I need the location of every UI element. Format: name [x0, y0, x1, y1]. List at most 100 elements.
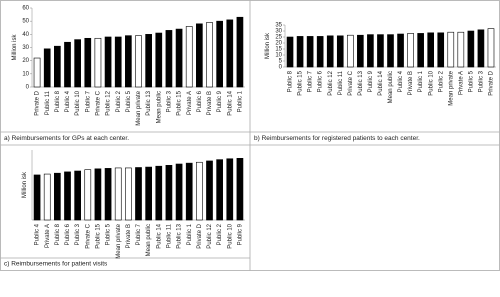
- bar: [104, 36, 112, 88]
- bar: [346, 34, 354, 68]
- x-tick-label: Public 7: [308, 70, 314, 92]
- y-axis-label: Million isk: [22, 171, 28, 198]
- bar: [487, 28, 495, 68]
- bar: [145, 34, 152, 88]
- x-tick-label: Mean private: [136, 90, 142, 125]
- x-tick-label: Private B: [408, 71, 414, 95]
- bar: [377, 34, 384, 68]
- bar: [54, 172, 61, 221]
- x-tick-label: Public 2: [116, 90, 122, 112]
- x-tick-label: Public 1: [187, 223, 193, 245]
- y-tick-label: 60: [22, 6, 29, 12]
- bar: [397, 33, 404, 68]
- bar: [367, 34, 374, 68]
- bar: [387, 34, 394, 68]
- bar: [185, 26, 193, 88]
- bar: [226, 19, 234, 88]
- x-tick-label: Private C: [85, 223, 91, 248]
- y-tick-label: 0: [26, 85, 30, 91]
- x-tick-label: Public 12: [106, 90, 112, 115]
- x-tick-label: Public 13: [358, 70, 364, 95]
- x-tick-label: Public 12: [207, 223, 213, 248]
- y-axis-label: Million isk: [12, 34, 18, 61]
- bar: [407, 33, 414, 68]
- y-tick-label: 30: [22, 45, 29, 51]
- bar: [145, 166, 152, 221]
- x-tick-label: Private A: [45, 224, 51, 248]
- x-tick-label: Public 1: [418, 70, 424, 92]
- x-tick-label: Mean public: [388, 71, 394, 103]
- bar: [447, 31, 455, 68]
- x-tick-label: Private A: [187, 91, 193, 115]
- x-tick-label: Public 9: [238, 223, 244, 245]
- bar: [236, 16, 244, 88]
- bar: [64, 41, 71, 88]
- y-tick-label: 5: [279, 59, 283, 65]
- x-tick-label: Private B: [207, 91, 213, 115]
- x-tick-label: Mean private: [448, 70, 454, 105]
- bar: [437, 32, 445, 68]
- bar: [175, 28, 183, 88]
- bar: [84, 169, 92, 221]
- y-tick-label: 15: [275, 47, 282, 53]
- y-tick-label: 10: [22, 71, 29, 77]
- x-tick-label: Public 15: [298, 70, 304, 95]
- bar: [74, 170, 81, 221]
- x-tick-label: Public 11: [338, 70, 344, 95]
- y-tick-label: 10: [275, 53, 282, 59]
- x-tick-label: Public 12: [328, 70, 334, 95]
- x-tick-label: Public 10: [227, 223, 233, 248]
- x-tick-label: Private C: [348, 70, 354, 95]
- y-tick-label: 0: [279, 65, 283, 71]
- x-tick-label: Public 10: [428, 70, 434, 95]
- y-tick-label: 40: [22, 32, 29, 38]
- bar: [125, 35, 132, 88]
- bar: [125, 167, 132, 221]
- x-tick-label: Public 3: [75, 223, 81, 245]
- bar: [114, 36, 122, 88]
- bar: [457, 31, 465, 68]
- x-tick-label: Public 2: [217, 223, 223, 245]
- x-tick-label: Public 4: [35, 223, 41, 245]
- bar: [316, 36, 324, 68]
- bar: [296, 36, 304, 68]
- x-tick-label: Public 8: [55, 223, 61, 245]
- x-tick-label: Public 14: [156, 223, 162, 248]
- y-axis-label: Million isk: [265, 32, 271, 59]
- x-tick-label: Private D: [489, 70, 495, 95]
- x-tick-label: Mean private: [116, 223, 122, 258]
- x-tick-label: Public 11: [45, 90, 51, 115]
- caption: c) Reimbursements for patient visits: [4, 261, 108, 268]
- bar: [236, 158, 244, 221]
- y-tick-label: 25: [275, 35, 282, 41]
- bar: [357, 34, 364, 68]
- x-tick-label: Public 7: [85, 90, 91, 112]
- bar: [206, 22, 213, 88]
- x-tick-label: Public 15: [177, 90, 183, 115]
- x-tick-label: Public 4: [65, 90, 71, 112]
- bar: [165, 30, 173, 88]
- bar: [94, 37, 102, 88]
- bar: [196, 161, 203, 221]
- bar: [64, 171, 71, 221]
- bar: [216, 159, 223, 221]
- x-tick-label: Public 8: [55, 90, 61, 112]
- x-tick-label: Public 1: [238, 90, 244, 112]
- bar: [33, 174, 41, 221]
- bar: [477, 29, 485, 68]
- bar: [467, 30, 475, 68]
- bar: [54, 45, 61, 88]
- bar: [306, 36, 314, 68]
- y-tick-label: 35: [275, 23, 282, 29]
- bar: [216, 20, 223, 88]
- y-tick-label: 50: [22, 19, 29, 25]
- x-tick-label: Public 9: [368, 70, 374, 92]
- x-tick-label: Public 4: [398, 70, 404, 92]
- caption: b) Reimbursements for registered patient…: [254, 135, 420, 142]
- bar: [135, 35, 142, 88]
- bar: [165, 165, 173, 221]
- x-tick-label: Public 2: [438, 70, 444, 92]
- x-tick-label: Mean public: [156, 91, 162, 123]
- bar: [226, 158, 234, 221]
